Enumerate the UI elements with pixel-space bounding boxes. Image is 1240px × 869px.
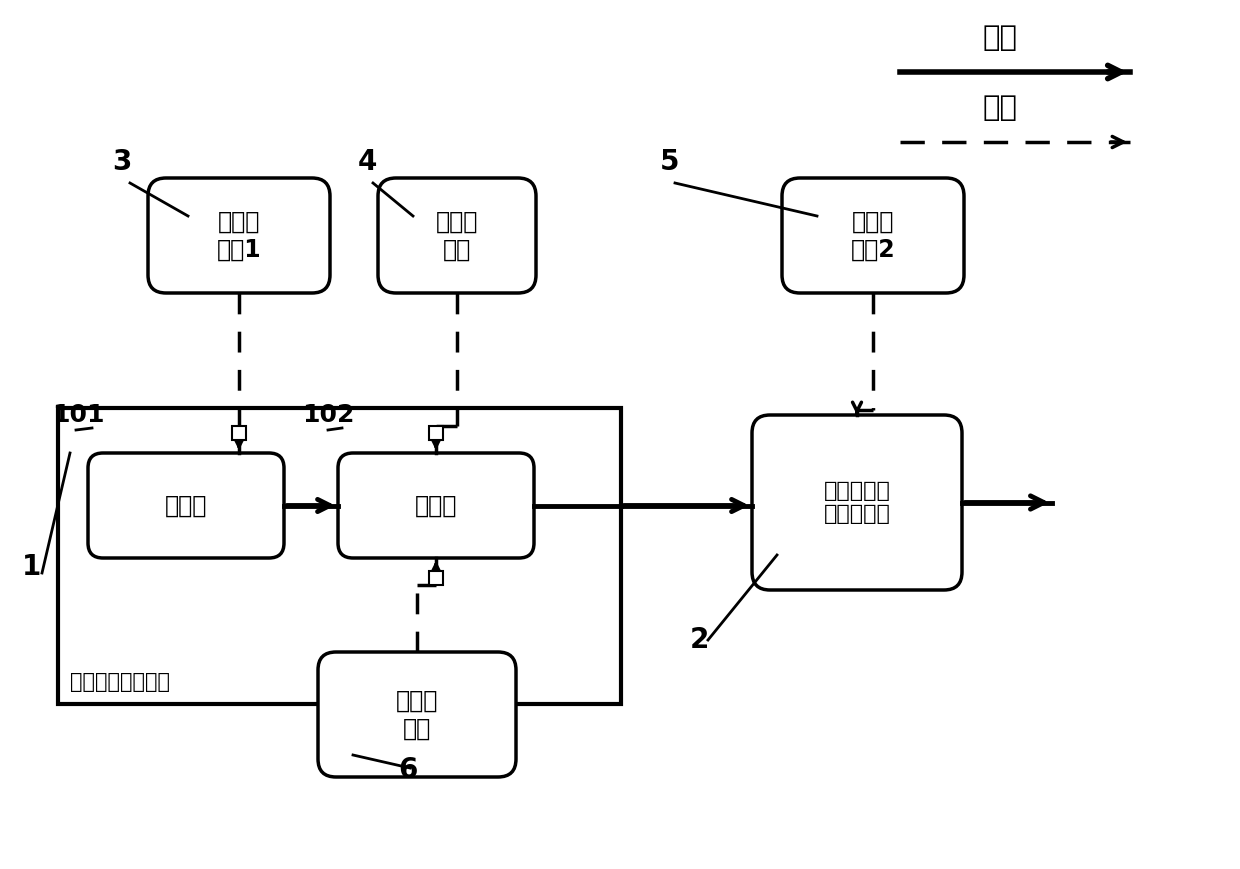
Text: 101: 101: [52, 403, 104, 427]
Text: 电路: 电路: [982, 94, 1018, 122]
Bar: [429, 426, 443, 440]
FancyBboxPatch shape: [339, 453, 534, 558]
Text: 直流电
流源1: 直流电 流源1: [217, 209, 262, 262]
Text: 光源区: 光源区: [165, 494, 207, 518]
Text: 光路: 光路: [982, 24, 1018, 52]
Bar: [429, 571, 443, 585]
FancyBboxPatch shape: [317, 652, 516, 777]
Text: 6: 6: [398, 756, 418, 784]
FancyBboxPatch shape: [378, 178, 536, 293]
Text: 3: 3: [112, 148, 131, 176]
Text: 微波信
号源: 微波信 号源: [396, 688, 438, 740]
Text: 1: 1: [22, 553, 41, 581]
Bar: [232, 426, 246, 440]
Text: 5: 5: [660, 148, 680, 176]
FancyBboxPatch shape: [751, 415, 962, 590]
FancyBboxPatch shape: [148, 178, 330, 293]
Text: 电吸收调制激光器: 电吸收调制激光器: [69, 672, 170, 692]
Text: 4: 4: [358, 148, 377, 176]
Text: 102: 102: [303, 403, 355, 427]
Text: 非线性半导
体光放大器: 非线性半导 体光放大器: [823, 481, 890, 524]
Text: 调制区: 调制区: [415, 494, 458, 518]
Bar: [58, 408, 621, 704]
Text: 直流电
压源: 直流电 压源: [435, 209, 479, 262]
Text: 直流电
流源2: 直流电 流源2: [851, 209, 895, 262]
FancyBboxPatch shape: [782, 178, 963, 293]
Text: 2: 2: [689, 626, 709, 654]
FancyBboxPatch shape: [88, 453, 284, 558]
